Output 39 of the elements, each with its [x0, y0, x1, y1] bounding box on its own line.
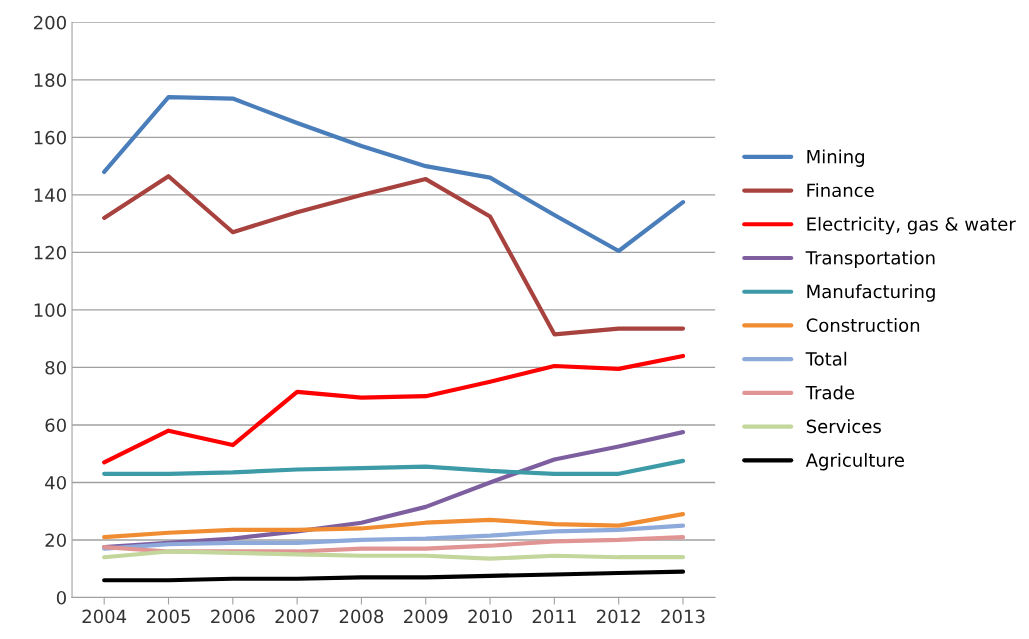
x-tick-label: 2011 — [532, 609, 576, 624]
x-tick-label: 2010 — [468, 609, 512, 624]
legend-label: Mining — [807, 149, 864, 167]
line-series — [102, 523, 686, 551]
x-tick-label: 2005 — [146, 609, 190, 624]
legend-label: Finance — [807, 183, 874, 198]
legend-label: Services — [806, 419, 881, 434]
line-series — [102, 458, 686, 476]
x-tick-label: 2004 — [82, 609, 127, 624]
legend-label: Trade — [805, 385, 855, 400]
y-tick-label: 0 — [56, 590, 66, 605]
x-tick-label: 2008 — [339, 609, 384, 624]
y-tick-label: 20 — [45, 533, 66, 548]
legend-label: Total — [805, 351, 847, 366]
y-tick-label: 80 — [45, 360, 66, 375]
legend-label: Transportation — [805, 250, 935, 269]
x-tick-label: 2009 — [404, 609, 448, 624]
legend-label: Electricity, gas & water — [807, 216, 1016, 235]
x-tick-label: 2006 — [211, 609, 255, 624]
line-series — [102, 174, 686, 337]
y-tick-label: 160 — [34, 130, 66, 145]
line-series — [102, 569, 686, 583]
line-series — [102, 511, 686, 540]
y-tick-label: 100 — [34, 303, 66, 318]
x-tick-label: 2012 — [597, 609, 640, 624]
y-tick-label: 60 — [45, 418, 66, 433]
line-series — [102, 549, 686, 561]
x-tick-label: 2007 — [275, 609, 319, 624]
line-series — [102, 95, 686, 254]
legend-label: Manufacturing — [807, 284, 935, 302]
y-tick-label: 120 — [34, 245, 66, 260]
line-series — [102, 353, 686, 465]
y-tick-label: 140 — [34, 188, 66, 203]
y-tick-label: 40 — [45, 475, 66, 490]
legend-label: Construction — [806, 318, 920, 333]
y-tick-label: 180 — [34, 73, 66, 87]
x-tick-label: 2013 — [661, 609, 705, 624]
legend-label: Agriculture — [805, 452, 904, 471]
y-tick-label: 200 — [34, 15, 66, 30]
